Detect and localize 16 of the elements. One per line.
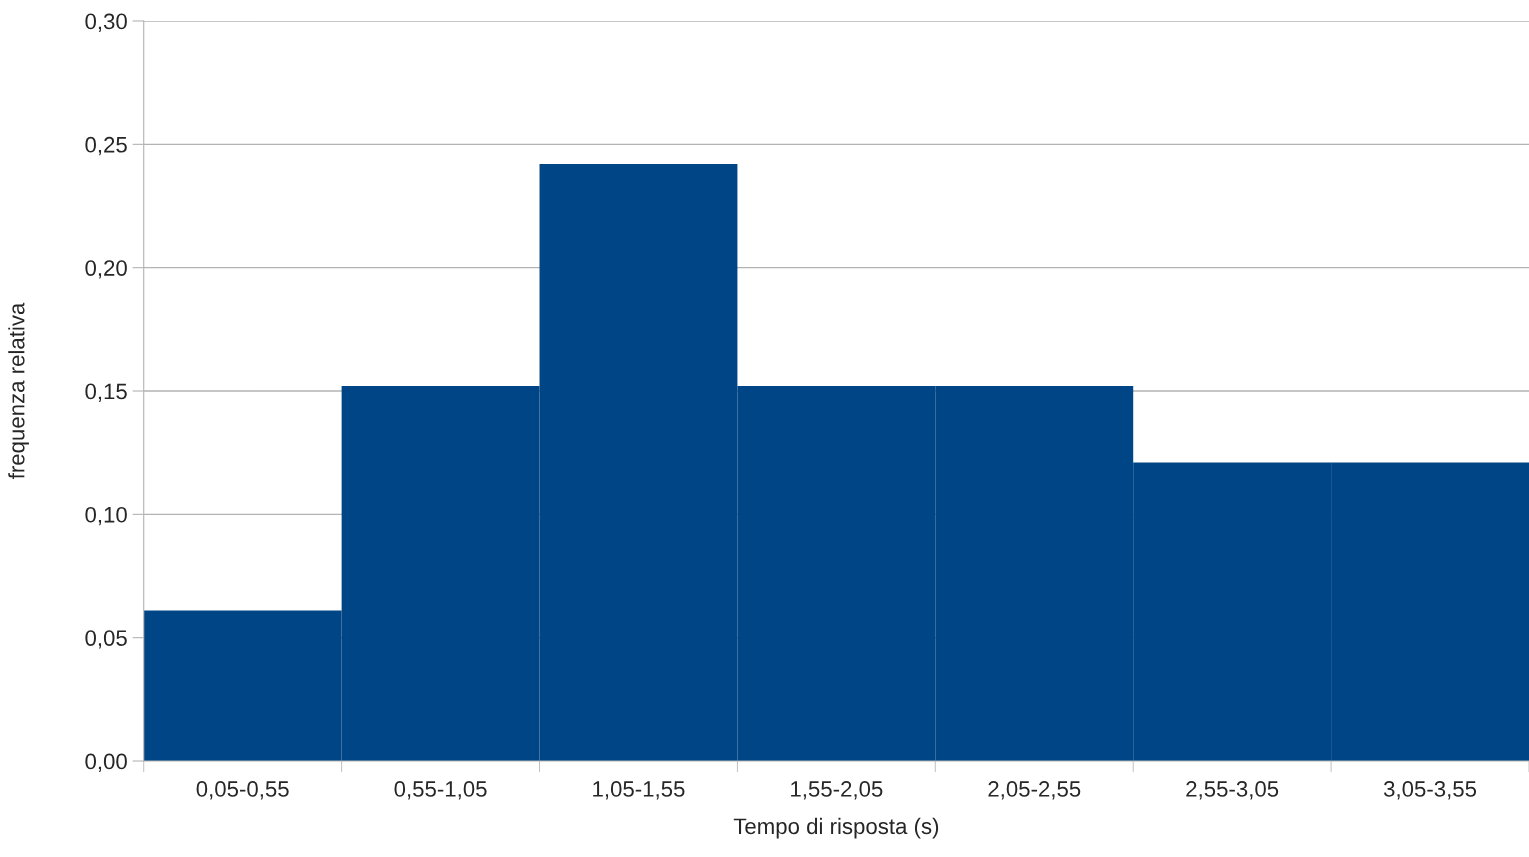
y-tick-label: 0,25 (85, 136, 127, 156)
x-tick-label: 3,05-3,55 (1383, 781, 1477, 800)
y-tick-label: 0,10 (85, 506, 127, 526)
y-tick-label: 0,00 (85, 753, 127, 772)
x-tick-label: 1,05-1,55 (593, 781, 685, 800)
y-tick-label: 0,30 (85, 13, 127, 32)
y-axis-title: frequenza relativa (8, 302, 29, 480)
x-tick-label: 2,05-2,55 (988, 781, 1081, 800)
y-tick-label: 0,05 (85, 630, 127, 649)
x-axis-title: Tempo di risposta (s) (733, 817, 939, 839)
x-tick-label: 1,55-2,05 (791, 781, 883, 800)
x-tick-label: 0,55-1,05 (394, 781, 487, 800)
x-tick-label: 2,55-3,05 (1186, 781, 1279, 800)
x-tick-label: 0,05-0,55 (196, 781, 289, 800)
y-tick-label: 0,15 (85, 383, 127, 402)
y-tick-label: 0,20 (85, 260, 127, 279)
